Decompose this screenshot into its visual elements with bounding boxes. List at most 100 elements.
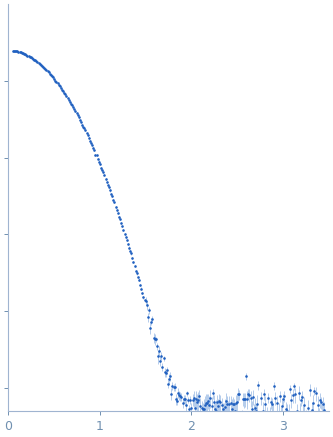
Point [145, 314, 151, 321]
Point [105, 181, 111, 188]
Point [74, 110, 79, 117]
Point [188, 396, 193, 403]
Point [304, 416, 309, 423]
Point [109, 191, 114, 198]
Point [198, 402, 203, 409]
Point [17, 49, 22, 55]
Point [177, 393, 183, 400]
Point [296, 389, 301, 396]
Point [215, 402, 221, 409]
Point [237, 391, 242, 398]
Point [121, 226, 126, 233]
Point [220, 406, 225, 413]
Point [194, 399, 200, 406]
Point [26, 53, 31, 60]
Point [161, 354, 166, 361]
Point [158, 357, 163, 364]
Point [270, 410, 276, 417]
Point [18, 49, 23, 56]
Point [247, 392, 252, 399]
Point [190, 396, 195, 403]
Point [249, 405, 254, 412]
Point [129, 250, 134, 257]
Point [300, 414, 306, 421]
Point [110, 193, 115, 200]
Point [39, 62, 45, 69]
Point [226, 408, 231, 415]
Point [64, 93, 69, 100]
Point [259, 429, 264, 436]
Point [211, 398, 216, 405]
Point [54, 78, 59, 85]
Point [132, 262, 137, 269]
Point [103, 175, 108, 182]
Point [281, 392, 287, 399]
Point [301, 402, 307, 409]
Point [67, 98, 73, 105]
Point [196, 392, 202, 399]
Point [87, 138, 93, 145]
Point [179, 393, 184, 400]
Point [294, 427, 299, 434]
Point [45, 67, 50, 74]
Point [113, 203, 118, 210]
Point [316, 415, 321, 422]
Point [284, 406, 289, 413]
Point [255, 400, 260, 407]
Point [290, 392, 296, 399]
Point [99, 165, 104, 172]
Point [131, 258, 136, 265]
Point [138, 281, 143, 288]
Point [318, 399, 324, 406]
Point [265, 411, 270, 418]
Point [184, 390, 190, 397]
Point [134, 270, 140, 277]
Point [48, 71, 54, 78]
Point [65, 95, 70, 102]
Point [92, 146, 97, 153]
Point [233, 399, 239, 406]
Point [115, 209, 121, 216]
Point [170, 382, 175, 389]
Point [30, 55, 36, 62]
Point [153, 336, 159, 343]
Point [50, 74, 56, 81]
Point [242, 396, 248, 403]
Point [166, 380, 171, 387]
Point [221, 410, 226, 417]
Point [73, 108, 78, 115]
Point [112, 199, 117, 206]
Point [104, 178, 109, 185]
Point [186, 406, 192, 413]
Point [27, 53, 32, 60]
Point [236, 391, 241, 398]
Point [227, 400, 232, 407]
Point [181, 395, 186, 402]
Point [176, 392, 182, 399]
Point [49, 73, 55, 80]
Point [123, 233, 128, 240]
Point [111, 196, 116, 203]
Point [217, 398, 222, 405]
Point [322, 406, 327, 413]
Point [90, 141, 95, 148]
Point [279, 402, 284, 409]
Point [81, 124, 86, 131]
Point [180, 399, 185, 406]
Point [40, 63, 46, 70]
Point [100, 166, 105, 173]
Point [204, 400, 210, 407]
Point [267, 411, 272, 418]
Point [150, 316, 155, 323]
Point [164, 367, 169, 374]
Point [315, 401, 320, 408]
Point [228, 399, 233, 406]
Point [317, 396, 322, 403]
Point [91, 145, 96, 152]
Point [160, 363, 165, 370]
Point [275, 399, 280, 406]
Point [130, 255, 135, 262]
Point [250, 393, 255, 400]
Point [59, 86, 65, 93]
Point [282, 420, 288, 427]
